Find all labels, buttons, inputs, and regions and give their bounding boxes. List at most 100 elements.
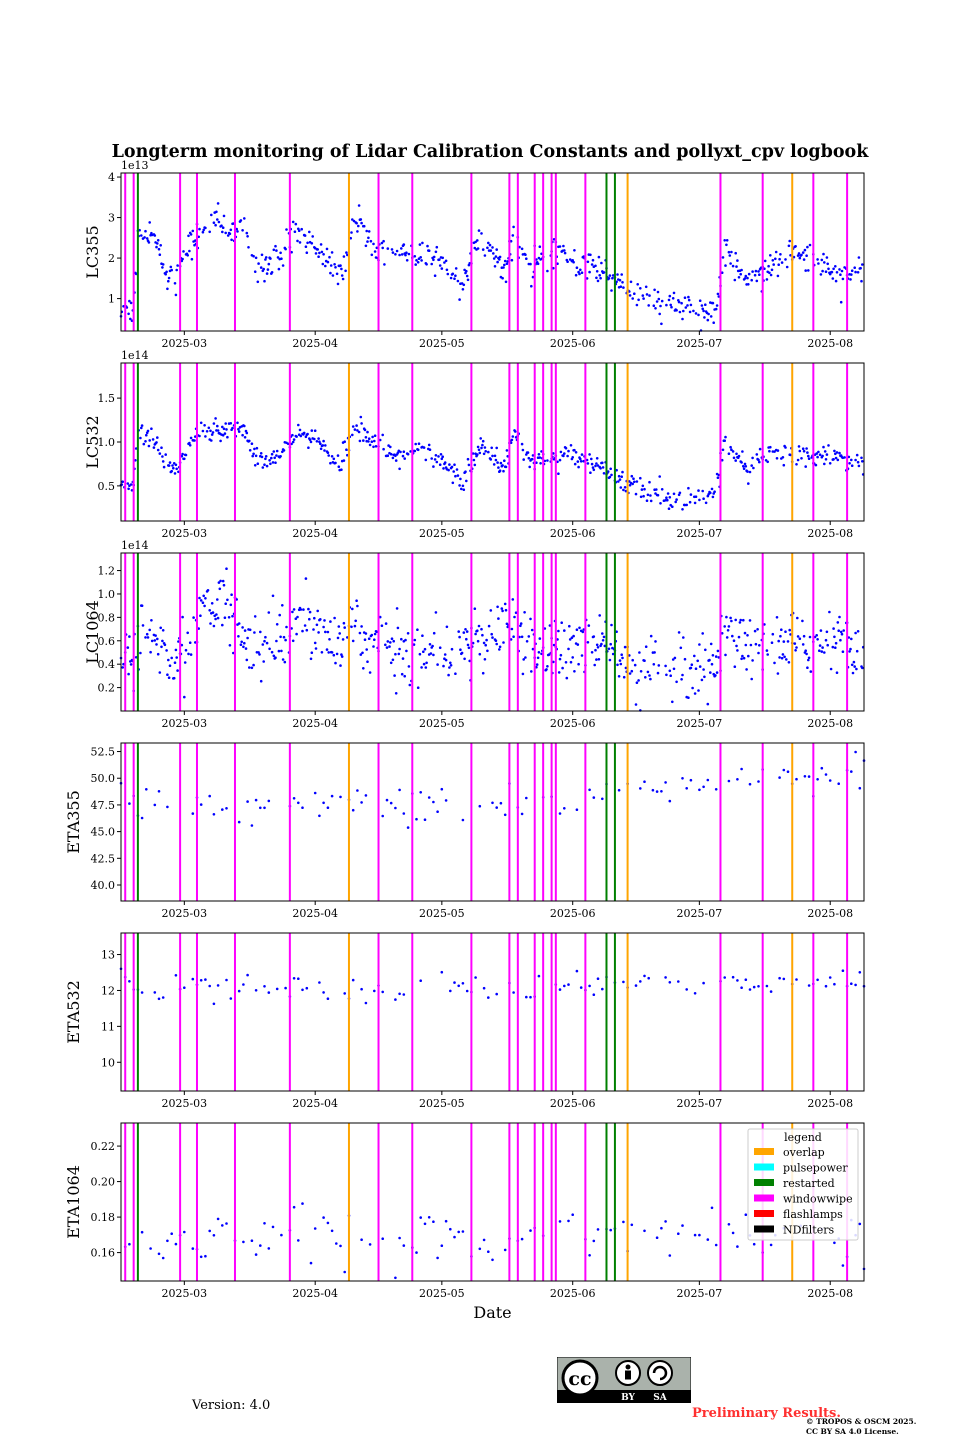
data-point <box>671 700 674 704</box>
data-point <box>321 262 325 266</box>
data-point <box>442 664 445 668</box>
data-point <box>630 669 634 673</box>
data-point <box>491 246 494 249</box>
data-point <box>822 252 825 256</box>
data-point <box>746 276 749 280</box>
data-point <box>757 651 760 655</box>
data-point <box>796 254 800 257</box>
x-tick-label: 2025-03 <box>161 907 207 920</box>
data-point <box>156 637 159 641</box>
data-point <box>737 276 741 279</box>
data-point <box>816 778 819 781</box>
data-point <box>552 660 555 664</box>
data-point <box>208 794 211 798</box>
data-point <box>716 292 720 296</box>
data-point <box>166 805 169 809</box>
data-point <box>169 265 173 269</box>
y-tick-label: 0.6 <box>98 635 116 648</box>
data-point <box>210 602 214 605</box>
data-point <box>590 462 594 466</box>
data-point <box>134 272 138 276</box>
data-point <box>731 634 734 638</box>
data-point <box>174 293 178 297</box>
cc-label: cc <box>568 1368 591 1390</box>
data-point <box>145 237 149 240</box>
data-point <box>582 459 585 463</box>
data-point <box>557 472 560 476</box>
data-point <box>710 487 714 491</box>
data-point <box>367 230 371 233</box>
data-point <box>272 248 276 252</box>
data-point <box>145 788 148 791</box>
data-point <box>342 459 346 462</box>
data-point <box>682 309 685 313</box>
data-point <box>603 644 607 648</box>
data-point <box>590 263 594 266</box>
data-point <box>435 460 439 464</box>
data-point <box>121 480 124 484</box>
data-point <box>148 628 151 632</box>
data-point <box>624 666 628 670</box>
data-point <box>729 616 732 620</box>
data-point <box>637 679 640 682</box>
data-point <box>769 254 772 257</box>
data-point <box>406 452 410 456</box>
data-point <box>260 455 264 459</box>
data-point <box>322 253 325 256</box>
data-point <box>713 490 716 494</box>
data-point <box>180 454 184 458</box>
data-point <box>360 1238 363 1241</box>
data-point <box>519 624 522 628</box>
data-point <box>701 307 704 311</box>
data-point <box>747 283 750 286</box>
data-point <box>436 1256 439 1260</box>
data-point <box>225 1222 228 1225</box>
data-point <box>186 631 189 635</box>
data-point <box>245 658 249 662</box>
data-point <box>222 583 226 587</box>
data-point <box>271 1225 275 1229</box>
data-point <box>231 426 234 430</box>
data-point <box>617 480 620 483</box>
data-point <box>416 628 419 631</box>
legend-swatch-NDfilters <box>754 1225 774 1233</box>
data-point <box>263 985 266 988</box>
data-point <box>855 453 859 457</box>
data-point <box>567 449 570 453</box>
data-point <box>488 243 492 247</box>
y-tick-label: 0.22 <box>91 1140 116 1153</box>
x-tick-label: 2025-06 <box>550 1287 596 1300</box>
data-point <box>217 220 221 224</box>
data-point <box>736 778 739 781</box>
data-point <box>422 446 426 449</box>
data-point <box>170 268 173 272</box>
data-point <box>558 812 562 815</box>
data-point <box>642 494 645 498</box>
data-point <box>189 653 193 656</box>
data-point <box>334 266 337 269</box>
data-point <box>223 432 227 435</box>
data-point <box>156 652 160 656</box>
data-point <box>646 670 650 674</box>
data-point <box>536 656 540 660</box>
data-point <box>861 666 864 670</box>
data-point <box>698 299 702 303</box>
data-point <box>201 601 205 604</box>
data-point <box>250 666 254 670</box>
data-point <box>558 458 562 462</box>
data-point <box>166 673 169 676</box>
data-point <box>796 635 800 638</box>
data-point <box>310 651 314 654</box>
data-point <box>834 279 838 283</box>
data-point <box>643 487 646 491</box>
data-point <box>742 467 746 471</box>
data-point <box>594 648 597 652</box>
data-point <box>763 267 766 271</box>
data-point <box>693 501 697 505</box>
data-point <box>736 649 739 652</box>
data-point <box>731 450 735 453</box>
data-point <box>856 630 860 633</box>
data-point <box>655 1236 659 1239</box>
data-point <box>144 229 147 233</box>
x-tick-label: 2025-06 <box>550 717 596 730</box>
